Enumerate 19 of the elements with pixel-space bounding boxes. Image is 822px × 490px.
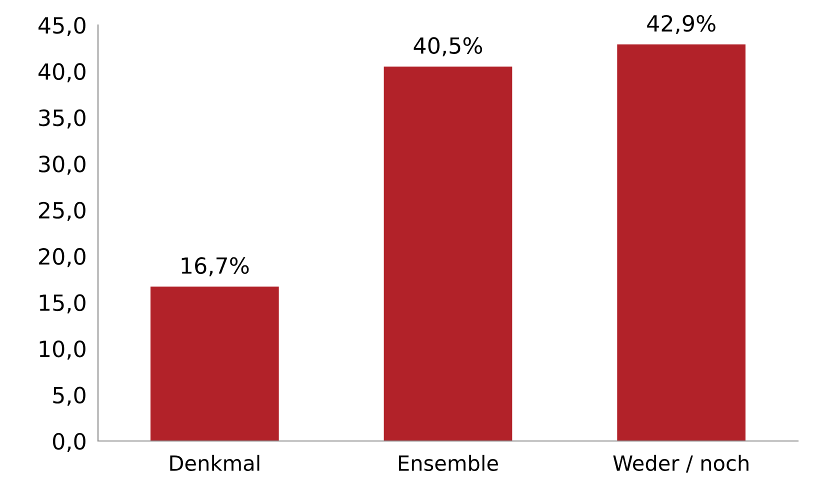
y-tick-label: 30,0 bbox=[39, 156, 86, 175]
y-tick-label: 25,0 bbox=[39, 202, 86, 221]
x-tick-label: Ensemble bbox=[398, 454, 498, 472]
y-tick-label: 0,0 bbox=[53, 432, 86, 452]
bar bbox=[384, 66, 512, 441]
y-tick-label: 45,0 bbox=[38, 16, 86, 36]
y-tick-label: 10,0 bbox=[40, 340, 86, 360]
x-tick-label: Weder / noch bbox=[613, 454, 748, 473]
bar bbox=[150, 286, 279, 441]
data-label: 40,5% bbox=[414, 37, 482, 56]
y-tick-label: 5,0 bbox=[53, 386, 86, 406]
data-label: 16,7% bbox=[182, 257, 249, 276]
data-label: 42,9% bbox=[647, 14, 716, 34]
bar bbox=[617, 44, 746, 441]
y-tick-label: 15,0 bbox=[40, 294, 86, 314]
y-tick-label: 40,0 bbox=[38, 63, 86, 82]
x-tick-label: Denkmal bbox=[170, 454, 260, 472]
y-tick-label: 20,0 bbox=[39, 248, 86, 268]
y-tick-label: 35,0 bbox=[39, 109, 86, 128]
